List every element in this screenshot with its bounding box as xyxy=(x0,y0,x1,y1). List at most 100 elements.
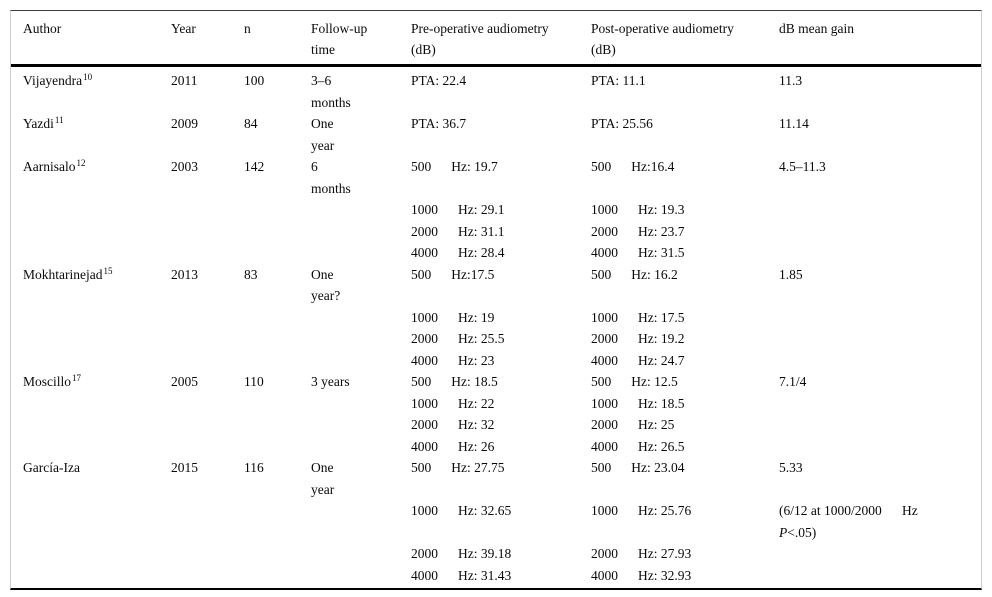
header-author-label: Author xyxy=(23,21,62,36)
n-cell: 142 xyxy=(244,159,265,174)
author-cell: Yazdi11 xyxy=(23,113,171,137)
gain-cell: P<.05) xyxy=(779,524,817,540)
gain-cell: 11.14 xyxy=(779,116,809,131)
header-followup: Follow-up time xyxy=(311,18,411,60)
postop-cell: 1000 Hz: 19.3 xyxy=(591,199,779,221)
postop-cell: 4000 Hz: 26.5 xyxy=(591,436,779,458)
frequency-label: 4000 xyxy=(591,438,618,454)
frequency-label: 500 xyxy=(591,159,612,174)
frequency-label: 500 xyxy=(591,266,612,282)
preop-cell: 500 Hz: 19.7 xyxy=(411,156,591,178)
frequency-label: 2000 xyxy=(591,417,618,432)
preop-cell: 4000 Hz: 26 xyxy=(411,436,591,458)
postop-cell: 1000 Hz: 18.5 xyxy=(591,393,779,415)
table-line: 2000 Hz: 32 2000 Hz: 25 xyxy=(11,414,981,436)
frequency-label: 500 xyxy=(411,460,432,475)
preop-cell: 4000 Hz: 23 xyxy=(411,350,591,372)
header-gain: dB mean gain xyxy=(779,18,971,39)
header-postop: Post-operative audiometry (dB) xyxy=(591,18,779,60)
preop-cell: 2000 Hz: 32 xyxy=(411,414,591,436)
gain-cell: 7.1/4 xyxy=(779,374,807,389)
postop-cell: 2000 Hz: 27.93 xyxy=(591,543,779,565)
preop-cell: PTA: 22.4 xyxy=(411,73,467,88)
table-line: Mokhtarinejad15 2013 83 One 500 Hz:17.5 500 Hz:… xyxy=(11,264,981,286)
author-reference-superscript: 17 xyxy=(72,373,82,383)
frequency-label: 2000 xyxy=(411,417,438,432)
author-reference-superscript: 10 xyxy=(83,72,93,82)
frequency-label: 1000 xyxy=(591,503,618,518)
followup-cell: months xyxy=(311,180,351,196)
header-preop: Pre-operative audiometry (dB) xyxy=(411,18,591,60)
table-line: year xyxy=(11,135,981,157)
preop-cell: 2000 Hz: 25.5 xyxy=(411,328,591,350)
frequency-label: 4000 xyxy=(591,245,618,260)
frequency-label: 4000 xyxy=(411,352,438,368)
frequency-label: 500 xyxy=(591,460,612,475)
author-name: Vijayendra xyxy=(23,73,83,88)
preop-cell: 1000 Hz: 29.1 xyxy=(411,199,591,221)
header-gain-label: dB mean gain xyxy=(779,21,854,36)
frequency-label: 2000 xyxy=(591,331,618,346)
postop-cell: PTA: 11.1 xyxy=(591,73,646,88)
gain-cell: (6/12 at 1000/2000 Hz xyxy=(779,503,918,518)
table-line: Moscillo17 2005 110 3 years 500 Hz: 18.5 500 Hz… xyxy=(11,371,981,393)
preop-cell: 2000 Hz: 31.1 xyxy=(411,221,591,243)
author-cell: García-Iza xyxy=(23,457,171,479)
frequency-label: 2000 xyxy=(411,546,438,561)
table-line: García-Iza 2015 116 One 500 Hz: 27.75 500 Hz: 2… xyxy=(11,457,981,479)
author-name: Aarnisalo xyxy=(23,159,76,174)
preop-cell: 4000 Hz: 31.43 xyxy=(411,565,591,587)
table-line: year xyxy=(11,479,981,501)
table-line: 1000 Hz: 29.1 1000 Hz: 19.3 xyxy=(11,199,981,221)
frequency-label: 1000 xyxy=(591,395,618,411)
table-line: months xyxy=(11,92,981,114)
preop-cell: 500 Hz: 27.75 xyxy=(411,457,591,479)
followup-cell: One xyxy=(311,266,334,282)
preop-cell: 2000 Hz: 39.18 xyxy=(411,543,591,565)
followup-cell: year xyxy=(311,137,335,153)
header-author: Author xyxy=(23,18,171,39)
author-cell: Moscillo17 xyxy=(23,371,171,395)
table-line: 1000 Hz: 32.65 1000 Hz: 25.76 (6/12 at 1000/… xyxy=(11,500,981,522)
followup-cell: 6 xyxy=(311,159,318,174)
table-line: 2000 Hz: 25.5 2000 Hz: 19.2 xyxy=(11,328,981,350)
table-line: Aarnisalo12 2003 142 6 500 Hz: 19.7 500 Hz:16.4… xyxy=(11,156,981,178)
year-cell: 2011 xyxy=(171,73,198,88)
followup-cell: year? xyxy=(311,288,341,303)
preop-cell: 500 Hz:17.5 xyxy=(411,264,591,286)
frequency-label: 500 xyxy=(411,374,432,389)
frequency-label: 4000 xyxy=(591,352,618,368)
table-line: P<.05) xyxy=(11,522,981,544)
gain-cell: 4.5–11.3 xyxy=(779,159,826,174)
header-preop-line2: (dB) xyxy=(411,42,436,57)
frequency-label: 4000 xyxy=(591,567,618,583)
header-followup-line1: Follow-up xyxy=(311,21,368,36)
n-cell: 100 xyxy=(244,73,265,88)
frequency-label: 1000 xyxy=(591,309,618,325)
followup-cell: months xyxy=(311,94,351,110)
frequency-label: 500 xyxy=(411,159,432,174)
table-line: Vijayendra10 2011 100 3–6 PTA: 22.4 PTA: 11.1… xyxy=(11,70,981,92)
author-name: Moscillo xyxy=(23,374,72,389)
frequency-label: 1000 xyxy=(411,503,438,518)
preop-cell: 4000 Hz: 28.4 xyxy=(411,242,591,264)
table-line: 4000 Hz: 23 4000 Hz: 24.7 xyxy=(11,350,981,372)
n-cell: 110 xyxy=(244,374,264,389)
header-followup-line2: time xyxy=(311,42,335,57)
preop-cell: 500 Hz: 18.5 xyxy=(411,371,591,393)
header-n-label: n xyxy=(244,21,251,36)
n-cell: 83 xyxy=(244,266,258,282)
frequency-label: 500 xyxy=(411,266,432,282)
table-line: 4000 Hz: 28.4 4000 Hz: 31.5 xyxy=(11,242,981,264)
frequency-label: 2000 xyxy=(591,223,618,239)
author-name: García-Iza xyxy=(23,460,80,475)
frequency-label: 2000 xyxy=(591,546,618,561)
postop-cell: 2000 Hz: 19.2 xyxy=(591,328,779,350)
header-preop-line1: Pre-operative audiometry xyxy=(411,21,549,36)
frequency-label: 1000 xyxy=(411,395,438,411)
table-line: 2000 Hz: 31.1 2000 Hz: 23.7 xyxy=(11,221,981,243)
frequency-label: 4000 xyxy=(411,567,438,583)
n-cell: 116 xyxy=(244,460,264,475)
gain-cell: 11.3 xyxy=(779,73,803,88)
frequency-label: 2000 xyxy=(411,331,438,346)
